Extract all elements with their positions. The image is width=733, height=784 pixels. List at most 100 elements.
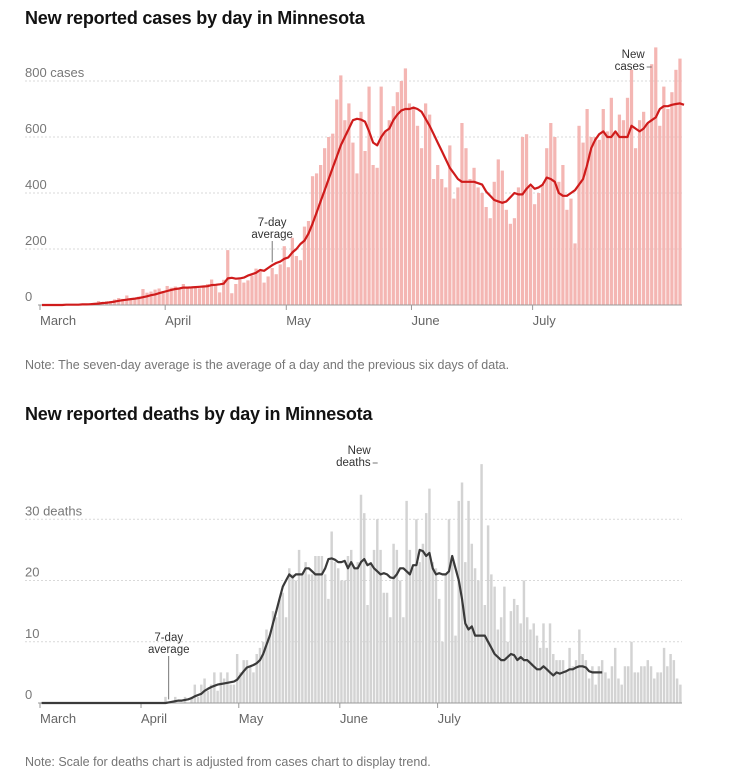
bar bbox=[288, 568, 291, 703]
bar bbox=[623, 666, 627, 703]
bar bbox=[620, 684, 623, 703]
bar bbox=[646, 660, 650, 703]
bar bbox=[440, 179, 444, 305]
bar bbox=[454, 635, 457, 703]
bar bbox=[662, 86, 666, 305]
bar bbox=[248, 666, 252, 703]
bar bbox=[557, 181, 561, 305]
bar bbox=[323, 148, 327, 305]
bar bbox=[415, 519, 418, 703]
y-tick-label: 400 bbox=[25, 177, 47, 192]
bar bbox=[330, 531, 333, 703]
bar bbox=[319, 165, 323, 305]
bar bbox=[382, 592, 386, 703]
bar bbox=[654, 47, 658, 306]
bar bbox=[428, 488, 431, 703]
y-tick-label: 0 bbox=[25, 687, 32, 702]
bar bbox=[496, 159, 500, 305]
bar bbox=[656, 672, 659, 703]
bar bbox=[213, 672, 216, 703]
bar bbox=[589, 137, 593, 305]
bar bbox=[317, 556, 320, 703]
bar bbox=[460, 123, 464, 305]
bar bbox=[314, 173, 319, 305]
bar bbox=[189, 287, 194, 305]
bar bbox=[539, 647, 542, 703]
bar bbox=[164, 696, 167, 703]
average-line bbox=[42, 102, 685, 307]
bar bbox=[476, 187, 480, 305]
bar bbox=[437, 598, 441, 703]
bar bbox=[343, 120, 347, 305]
bar bbox=[593, 137, 597, 305]
x-tick-label: June bbox=[411, 313, 439, 328]
bar bbox=[629, 69, 634, 305]
bar bbox=[545, 647, 548, 703]
bar bbox=[653, 678, 656, 703]
bar bbox=[607, 678, 610, 703]
bar bbox=[165, 285, 169, 305]
bar bbox=[262, 641, 265, 703]
new-annotation: New bbox=[622, 49, 646, 61]
bar bbox=[444, 574, 447, 703]
bar bbox=[555, 660, 558, 703]
bar bbox=[594, 684, 597, 703]
bar bbox=[266, 276, 270, 305]
bar bbox=[281, 592, 285, 703]
bar bbox=[528, 187, 533, 305]
bar bbox=[508, 223, 513, 305]
bar bbox=[310, 176, 315, 305]
bar bbox=[239, 672, 242, 703]
y-tick-label: 800 cases bbox=[25, 65, 85, 80]
bar bbox=[484, 207, 488, 305]
bar bbox=[298, 260, 303, 305]
new-annotation: cases bbox=[615, 61, 645, 73]
bar bbox=[349, 549, 353, 703]
bar bbox=[291, 574, 294, 703]
x-tick-label: April bbox=[165, 313, 191, 328]
bar bbox=[327, 137, 331, 305]
bar bbox=[407, 103, 412, 306]
bar bbox=[467, 500, 470, 703]
bar bbox=[500, 170, 504, 305]
bar bbox=[371, 165, 375, 305]
bar bbox=[516, 605, 519, 703]
bar bbox=[533, 204, 537, 305]
deaths-chart: 0 10 20 30 deaths March April May June July 7-day… bbox=[25, 445, 682, 726]
bar bbox=[444, 187, 448, 305]
bar bbox=[389, 617, 392, 703]
bar bbox=[275, 617, 278, 703]
bar bbox=[196, 696, 200, 703]
bar bbox=[153, 289, 157, 305]
bar bbox=[405, 500, 408, 703]
y-tick-label: 30 deaths bbox=[25, 503, 83, 518]
bar bbox=[452, 198, 456, 305]
bar bbox=[205, 284, 210, 305]
bar bbox=[177, 289, 181, 305]
bar bbox=[369, 562, 373, 703]
bar bbox=[372, 549, 376, 703]
bar bbox=[353, 568, 356, 703]
bar bbox=[230, 293, 234, 305]
bar bbox=[662, 647, 666, 703]
bar bbox=[428, 114, 432, 305]
bar bbox=[174, 696, 177, 703]
bar bbox=[675, 678, 679, 703]
bar bbox=[509, 611, 513, 703]
bar bbox=[408, 549, 412, 703]
bar bbox=[379, 549, 382, 703]
bar bbox=[512, 598, 516, 703]
bar bbox=[254, 268, 258, 305]
deaths-note: Note: Scale for deaths chart is adjusted… bbox=[25, 755, 431, 769]
bar bbox=[626, 666, 630, 703]
bar bbox=[193, 684, 197, 703]
bar bbox=[226, 672, 229, 703]
bar bbox=[537, 193, 541, 305]
bar bbox=[678, 58, 682, 305]
bar bbox=[161, 291, 165, 305]
bar bbox=[483, 605, 487, 703]
bar bbox=[278, 264, 282, 305]
bar bbox=[503, 586, 506, 703]
bar bbox=[524, 134, 529, 305]
bar bbox=[366, 605, 369, 703]
